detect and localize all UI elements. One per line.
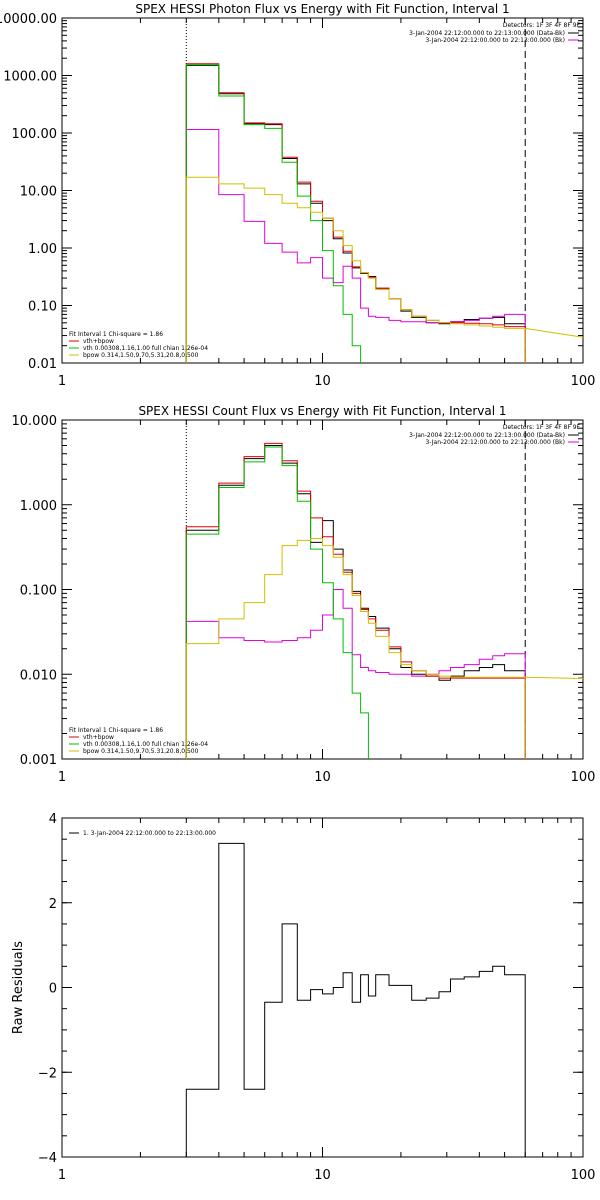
legend-entry: 3-Jan-2004 22:12:00.000 to 22:13:00.000 … [409, 30, 565, 37]
legend-entry: vth 0.00308,1.16,1.00 full chian 1.26e-0… [83, 345, 208, 352]
series-vth [185, 64, 362, 363]
plot-frame [61, 419, 584, 760]
legend-entry: vth+bpow [83, 338, 114, 345]
legend-entry: bpow 0.314,1.50,9.70,5.31,20.8,0.500 [83, 748, 199, 755]
plot-frame [61, 817, 584, 1158]
y-tick-label: 1.000 [20, 499, 57, 514]
series-bpow [185, 538, 526, 759]
chart-3: −4 −2 0 2 4 1 10 100 Raw Residuals 1. 3-Jan-2004 … [11, 812, 595, 1183]
legend-entry: 3-Jan-2004 22:12:00.000 to 22:13:00.000 … [425, 37, 565, 44]
y-tick-label: −4 [38, 1151, 57, 1166]
y-tick-label: 0.01 [28, 357, 57, 372]
y-tick-label: 2 [49, 897, 57, 912]
series-bpow-ext [525, 676, 583, 679]
y-tick-label: 0.10 [28, 300, 57, 315]
x-tick-label: 1 [58, 1168, 66, 1183]
x-tick-label: 10 [314, 770, 331, 785]
legend-entry: Fit Interval 1 Chi-square = 1.86 [69, 331, 163, 338]
x-tick-label: 1 [58, 770, 66, 785]
x-tick-label: 100 [571, 374, 596, 389]
x-tick-label: 10 [314, 374, 331, 389]
series-bk [185, 129, 526, 363]
x-tick-label: 10 [314, 1168, 331, 1183]
legend-entry: 3-Jan-2004 22:12:00.000 to 22:13:00.000 … [425, 439, 565, 446]
series-bk [185, 589, 526, 759]
y-tick-label: 100.00 [12, 127, 58, 142]
y-tick-label: 4 [49, 812, 57, 827]
y-tick-label: 10.00 [20, 185, 57, 200]
legend-entry: vth 0.00308,1.16,1.00 full chian 1.26e-0… [83, 741, 208, 748]
series-bpow-ext [525, 327, 583, 338]
legend-entry: bpow 0.314,1.50,9.70,5.31,20.8,0.500 [83, 352, 199, 359]
series-vth-bpow [185, 63, 526, 363]
y-axis-label: Raw Residuals [11, 941, 26, 1034]
series-residuals [185, 842, 526, 1157]
chart-title: SPEX HESSI Photon Flux vs Energy with Fi… [135, 2, 509, 16]
legend-entry: vth+bpow [83, 734, 114, 741]
x-tick-label: 100 [571, 1168, 596, 1183]
plot-frame [61, 17, 584, 364]
series-bpow [185, 176, 526, 363]
legend-entry: 3-Jan-2004 22:12:00.000 to 22:13:00.000 … [409, 432, 565, 439]
x-tick-label: 100 [571, 770, 596, 785]
y-tick-label: 0 [49, 982, 57, 997]
series-vth-bpow [185, 442, 526, 759]
x-tick-label: 1 [58, 374, 66, 389]
y-tick-label: 0.001 [20, 753, 57, 768]
y-tick-label: −2 [38, 1066, 57, 1081]
series-vth [185, 446, 369, 759]
chart-1: SPEX HESSI Photon Flux vs Energy with Fi… [0, 2, 596, 389]
series-data-bk [185, 445, 526, 759]
y-tick-label: 0.100 [20, 584, 57, 599]
y-tick-label: 10.000 [12, 414, 58, 429]
y-tick-label: 1.00 [28, 242, 57, 257]
legend-entry: Fit Interval 1 Chi-square = 1.86 [69, 727, 163, 734]
chart-title: SPEX HESSI Count Flux vs Energy with Fit… [138, 404, 506, 418]
detectors-label: Detectors: 1F 3F 4F 8F 9F [503, 22, 581, 29]
y-tick-label: 10000.00 [0, 12, 57, 27]
series-data-bk [185, 64, 526, 363]
legend-entry: 1. 3-Jan-2004 22:12:00.000 to 22:13:00.0… [83, 830, 216, 837]
chart-2: SPEX HESSI Count Flux vs Energy with Fit… [12, 404, 596, 785]
y-tick-label: 0.010 [20, 668, 57, 683]
detectors-label: Detectors: 1F 3F 4F 8F 9F [503, 424, 581, 431]
y-tick-label: 1000.00 [3, 70, 57, 85]
